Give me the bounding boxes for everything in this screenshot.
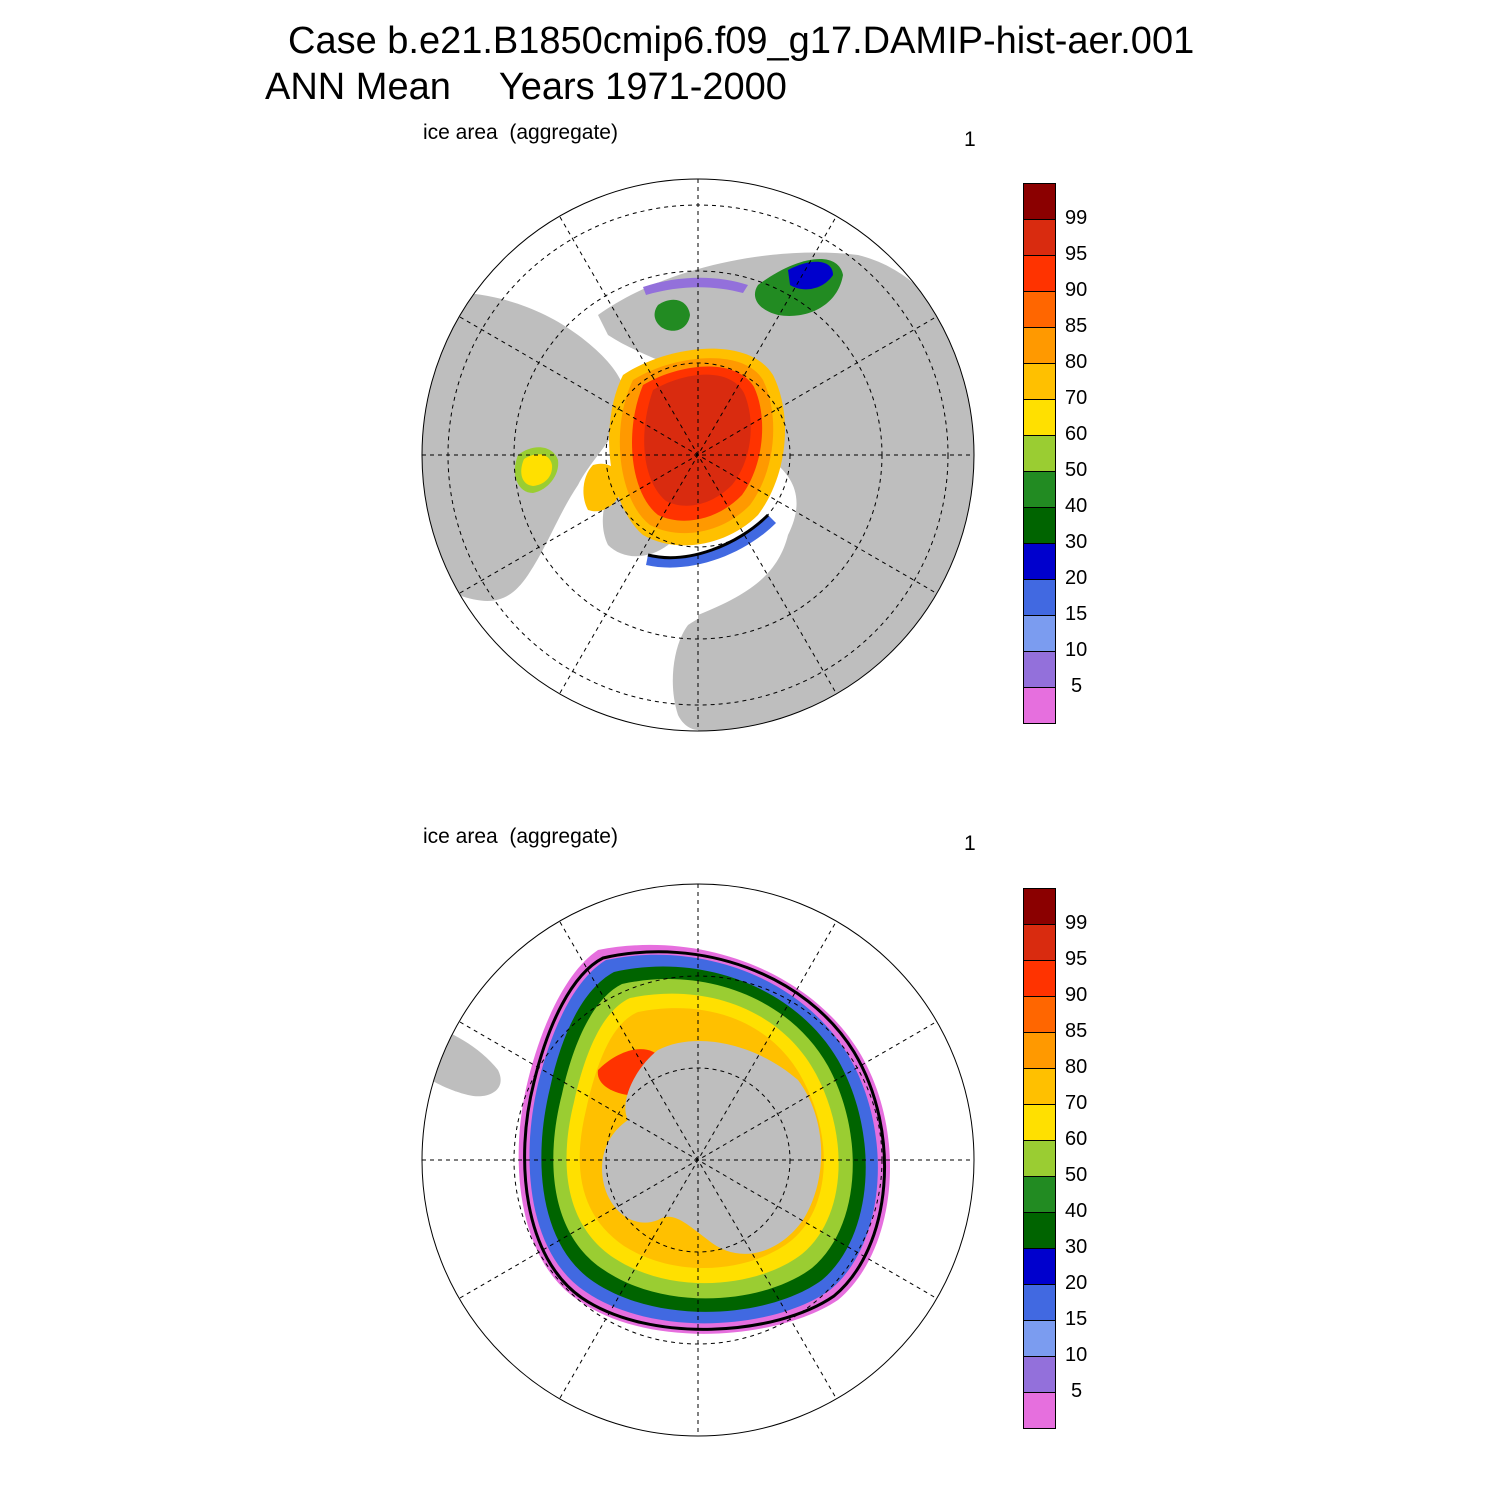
colorbar-tick-label: 15 bbox=[1065, 603, 1088, 625]
colorbar-tick-label: 80 bbox=[1065, 351, 1088, 373]
colorbar-tick-label: 95 bbox=[1065, 948, 1088, 970]
colorbar-tick-label: 30 bbox=[1065, 1236, 1088, 1258]
colorbar-tick-label: 70 bbox=[1065, 1092, 1088, 1114]
colorbar-box bbox=[1023, 1284, 1056, 1321]
colorbar-tick-label: 50 bbox=[1065, 1164, 1088, 1186]
north-polar-map bbox=[421, 178, 975, 732]
colorbar-tick-label: 80 bbox=[1065, 1056, 1088, 1078]
south-panel-label: ice area (aggregate) bbox=[423, 825, 618, 848]
colorbar-box bbox=[1023, 1104, 1056, 1141]
colorbar-box bbox=[1023, 1248, 1056, 1285]
north-panel-label: ice area (aggregate) bbox=[423, 121, 618, 144]
south-panel-number: 1 bbox=[964, 832, 976, 855]
colorbar-tick-label: 20 bbox=[1065, 1272, 1088, 1294]
south-colorbar bbox=[1023, 888, 1056, 1429]
colorbar-box bbox=[1023, 291, 1056, 328]
colorbar-tick-label: 99 bbox=[1065, 207, 1088, 229]
colorbar-box bbox=[1023, 996, 1056, 1033]
colorbar-tick-label: 15 bbox=[1065, 1308, 1088, 1330]
figure-subtitle: ANN Mean Years 1971-2000 bbox=[265, 66, 787, 109]
colorbar-box bbox=[1023, 615, 1056, 652]
colorbar-box bbox=[1023, 1068, 1056, 1105]
colorbar-tick-label: 20 bbox=[1065, 567, 1088, 589]
colorbar-tick-label: 40 bbox=[1065, 1200, 1088, 1222]
colorbar-tick-label: 85 bbox=[1065, 1020, 1088, 1042]
colorbar-box bbox=[1023, 219, 1056, 256]
colorbar-box bbox=[1023, 1392, 1056, 1429]
north-america-land bbox=[422, 292, 626, 601]
colorbar-box bbox=[1023, 1320, 1056, 1357]
colorbar-tick-label: 99 bbox=[1065, 912, 1088, 934]
colorbar-tick-label: 60 bbox=[1065, 423, 1088, 445]
colorbar-box bbox=[1023, 888, 1056, 925]
antarctica-land bbox=[602, 1041, 822, 1254]
colorbar-tick-label: 85 bbox=[1065, 315, 1088, 337]
years-label: Years 1971-2000 bbox=[498, 66, 787, 108]
colorbar-tick-label: 5 bbox=[1071, 1380, 1083, 1402]
colorbar-box bbox=[1023, 1212, 1056, 1249]
scandinavia-land bbox=[672, 604, 771, 730]
colorbar-tick-label: 70 bbox=[1065, 387, 1088, 409]
season-label: ANN Mean bbox=[265, 66, 451, 108]
colorbar-box bbox=[1023, 1356, 1056, 1393]
colorbar-tick-label: 50 bbox=[1065, 459, 1088, 481]
colorbar-tick-label: 5 bbox=[1071, 675, 1083, 697]
colorbar-box bbox=[1023, 960, 1056, 997]
colorbar-tick-label: 90 bbox=[1065, 279, 1088, 301]
figure-title: Case b.e21.B1850cmip6.f09_g17.DAMIP-hist… bbox=[288, 20, 1195, 62]
colorbar-tick-label: 60 bbox=[1065, 1128, 1088, 1150]
colorbar-box bbox=[1023, 471, 1056, 508]
colorbar-box bbox=[1023, 507, 1056, 544]
colorbar-box bbox=[1023, 363, 1056, 400]
colorbar-box bbox=[1023, 924, 1056, 961]
colorbar-box bbox=[1023, 543, 1056, 580]
colorbar-tick-label: 95 bbox=[1065, 243, 1088, 265]
colorbar-tick-label: 10 bbox=[1065, 1344, 1088, 1366]
south-panel: ice area (aggregate) 1 bbox=[0, 0, 1500, 1437]
south-polar-map bbox=[421, 883, 975, 1437]
colorbar-box bbox=[1023, 327, 1056, 364]
colorbar-tick-label: 30 bbox=[1065, 531, 1088, 553]
colorbar-tick-label: 10 bbox=[1065, 639, 1088, 661]
colorbar-box bbox=[1023, 1176, 1056, 1213]
colorbar-box bbox=[1023, 1032, 1056, 1069]
colorbar-box bbox=[1023, 255, 1056, 292]
colorbar-box bbox=[1023, 687, 1056, 724]
colorbar-box bbox=[1023, 579, 1056, 616]
north-panel-number: 1 bbox=[964, 128, 976, 151]
colorbar-tick-label: 40 bbox=[1065, 495, 1088, 517]
colorbar-box bbox=[1023, 651, 1056, 688]
colorbar-box bbox=[1023, 1140, 1056, 1177]
colorbar-box bbox=[1023, 183, 1056, 220]
north-colorbar bbox=[1023, 183, 1056, 724]
north-panel: ice area (aggregate) 1 bbox=[0, 0, 1500, 732]
colorbar-tick-label: 90 bbox=[1065, 984, 1088, 1006]
